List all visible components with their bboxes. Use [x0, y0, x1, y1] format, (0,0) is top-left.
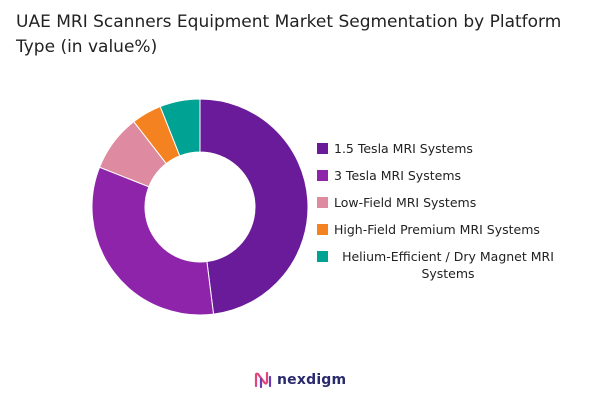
legend-item-high-field-premium: High-Field Premium MRI Systems: [317, 221, 585, 238]
brand-logo: nexdigm: [253, 369, 346, 391]
legend-swatch: [317, 224, 328, 235]
legend-label: 3 Tesla MRI Systems: [334, 168, 462, 183]
chart-title: UAE MRI Scanners Equipment Market Segmen…: [16, 12, 562, 57]
brand-name: nexdigm: [277, 372, 347, 388]
legend-swatch: [317, 197, 328, 208]
legend-label: Helium-Efficient / Dry Magnet MRI System…: [342, 249, 554, 281]
legend-item-1-5-tesla: 1.5 Tesla MRI Systems: [317, 140, 585, 157]
nexdigm-logo-icon: [254, 371, 272, 389]
legend-label: 1.5 Tesla MRI Systems: [334, 141, 473, 156]
donut-slice-1-5-tesla: [199, 98, 309, 315]
legend-item-3-tesla: 3 Tesla MRI Systems: [317, 167, 585, 184]
legend-swatch: [317, 170, 328, 181]
donut-slice-helium-efficient: [159, 98, 201, 157]
chart-legend: 1.5 Tesla MRI Systems 3 Tesla MRI System…: [317, 140, 585, 292]
legend-label: High-Field Premium MRI Systems: [334, 222, 540, 237]
legend-label: Low-Field MRI Systems: [334, 195, 477, 210]
donut-slice-3-tesla: [91, 166, 215, 316]
legend-item-low-field: Low-Field MRI Systems: [317, 194, 585, 211]
donut-chart: [91, 98, 309, 316]
legend-item-helium-efficient: Helium-Efficient / Dry Magnet MRI System…: [317, 248, 585, 282]
legend-swatch: [317, 143, 328, 154]
legend-swatch: [317, 251, 328, 262]
